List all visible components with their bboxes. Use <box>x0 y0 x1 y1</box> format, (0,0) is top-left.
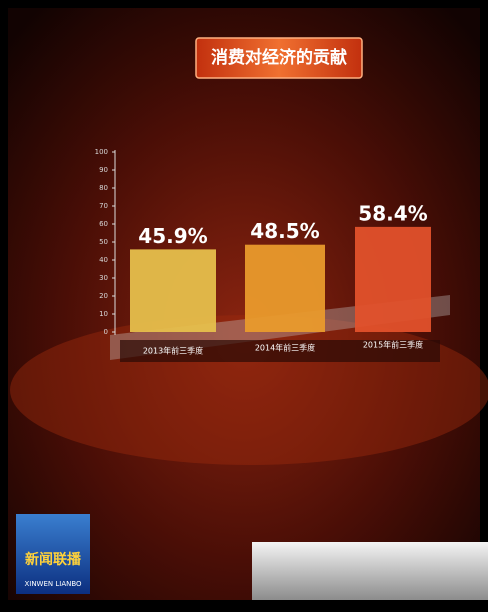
x-tick-label: 2014年前三季度 <box>255 343 315 353</box>
logo-pinyin: XINWEN LIANBO <box>24 580 82 588</box>
logo-name: 新闻联播 <box>25 551 82 568</box>
y-tick-label: 50 <box>99 238 108 246</box>
value-label: 45.9% <box>138 224 207 248</box>
x-tick-label: 2013年前三季度 <box>143 346 203 356</box>
y-tick-label: 90 <box>99 166 108 174</box>
bar <box>355 226 431 332</box>
x-tick-label: 2015年前三季度 <box>363 340 423 350</box>
y-tick-label: 20 <box>99 292 108 300</box>
y-tick-label: 60 <box>99 220 108 228</box>
y-tick-label: 100 <box>95 148 108 156</box>
caption-bar <box>252 542 488 600</box>
title-box <box>195 37 363 79</box>
bar <box>130 249 216 332</box>
value-label: 48.5% <box>250 219 319 243</box>
y-tick-label: 40 <box>99 256 108 264</box>
logo-box <box>16 514 90 594</box>
y-tick-label: 0 <box>104 328 108 336</box>
label-strip <box>120 340 440 362</box>
chart-title: 消费对经济的贡献 <box>211 47 347 68</box>
y-tick-label: 80 <box>99 184 108 192</box>
y-tick-label: 70 <box>99 202 108 210</box>
value-label: 58.4% <box>358 201 427 225</box>
y-tick-label: 10 <box>99 310 108 318</box>
bar <box>245 244 325 332</box>
y-tick-label: 30 <box>99 274 108 282</box>
